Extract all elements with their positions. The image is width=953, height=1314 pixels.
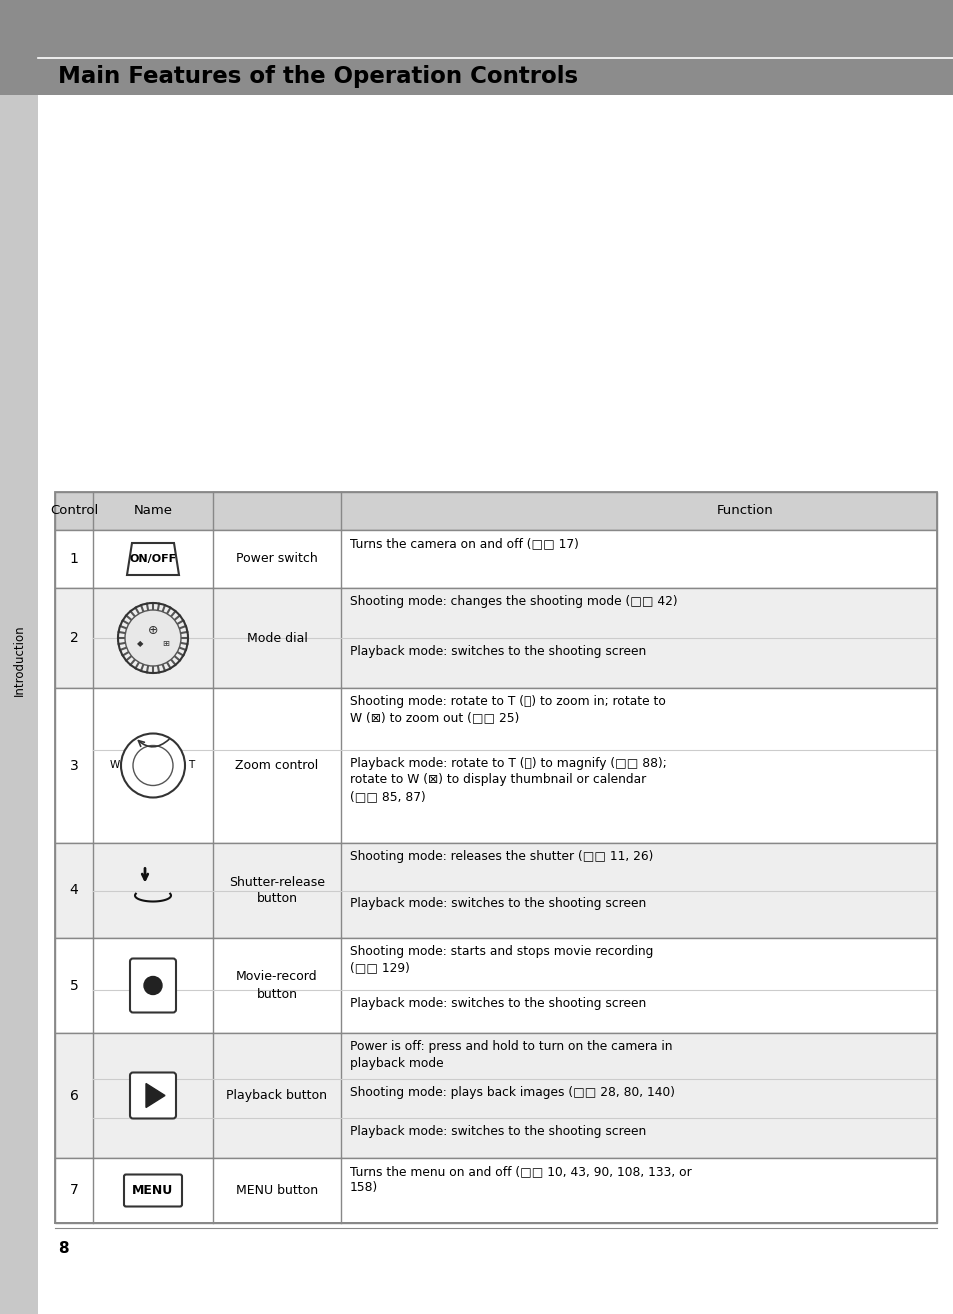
Text: Function: Function [717,505,773,518]
Text: Control: Control [50,505,98,518]
Bar [38,95,953,493]
Text: Main Features of the Operation Controls: Main Features of the Operation Controls [58,66,578,88]
Circle shape [144,976,162,995]
Bar [55,491,936,530]
Text: Playback mode: switches to the shooting screen: Playback mode: switches to the shooting … [350,645,645,658]
Text: ◆: ◆ [136,640,143,649]
Circle shape [121,733,185,798]
Text: Shooting mode: plays back images (□□ 28, 80, 140): Shooting mode: plays back images (□□ 28,… [350,1085,675,1099]
Text: Shooting mode: changes the shooting mode (□□ 42): Shooting mode: changes the shooting mode… [350,595,677,608]
Text: Introduction: Introduction [12,624,26,696]
Text: 4: 4 [70,883,78,897]
Bar [55,530,936,587]
FancyBboxPatch shape [124,1175,182,1206]
Polygon shape [127,543,179,576]
Text: Shooting mode: releases the shutter (□□ 11, 26): Shooting mode: releases the shutter (□□ … [350,850,653,863]
Text: Name: Name [133,505,172,518]
Text: Playback mode: rotate to T (⌕) to magnify (□□ 88);
rotate to W (⊠) to display th: Playback mode: rotate to T (⌕) to magnif… [350,757,666,803]
Text: Zoom control: Zoom control [235,759,318,773]
Bar [55,844,936,938]
Text: ⊞: ⊞ [162,640,170,649]
Text: Turns the camera on and off (□□ 17): Turns the camera on and off (□□ 17) [350,537,578,551]
Text: Playback mode: switches to the shooting screen: Playback mode: switches to the shooting … [350,897,645,911]
Bar [55,1158,936,1223]
Bar [0,0,38,1314]
Bar [55,689,936,844]
Text: Playback mode: switches to the shooting screen: Playback mode: switches to the shooting … [350,1125,645,1138]
Text: 2: 2 [70,631,78,645]
Text: MENU: MENU [132,1184,173,1197]
Text: ⊕: ⊕ [148,624,158,636]
Text: Turns the menu on and off (□□ 10, 43, 90, 108, 133, or
158): Turns the menu on and off (□□ 10, 43, 90… [350,1166,691,1194]
Circle shape [125,610,181,666]
Bar [0,0,953,95]
Text: 5: 5 [70,979,78,992]
Text: ON/OFF: ON/OFF [130,555,176,564]
Text: 3: 3 [70,758,78,773]
Text: 8: 8 [58,1240,69,1256]
Text: T: T [188,761,193,770]
Text: 1: 1 [70,552,78,566]
Text: Shooting mode: starts and stops movie recording
(□□ 129): Shooting mode: starts and stops movie re… [350,945,653,975]
FancyBboxPatch shape [130,958,175,1013]
Bar [55,938,936,1033]
Bar [55,587,936,689]
Circle shape [132,745,172,786]
Text: Mode dial: Mode dial [246,632,307,644]
FancyBboxPatch shape [130,1072,175,1118]
Text: Shooting mode: rotate to T (⌕) to zoom in; rotate to
W (⊠) to zoom out (□□ 25): Shooting mode: rotate to T (⌕) to zoom i… [350,695,665,724]
Text: W: W [110,761,120,770]
Bar [55,491,936,1223]
Text: Power is off: press and hold to turn on the camera in
playback mode: Power is off: press and hold to turn on … [350,1039,672,1070]
Polygon shape [146,1084,165,1108]
Text: Movie-record
button: Movie-record button [236,971,317,1000]
Text: Playback button: Playback button [226,1089,327,1102]
Text: 6: 6 [70,1088,78,1102]
Text: Power switch: Power switch [236,552,317,565]
Text: MENU button: MENU button [235,1184,317,1197]
Text: 7: 7 [70,1184,78,1197]
Text: Playback mode: switches to the shooting screen: Playback mode: switches to the shooting … [350,997,645,1010]
Text: Shutter-release
button: Shutter-release button [229,875,325,905]
Bar [55,1033,936,1158]
